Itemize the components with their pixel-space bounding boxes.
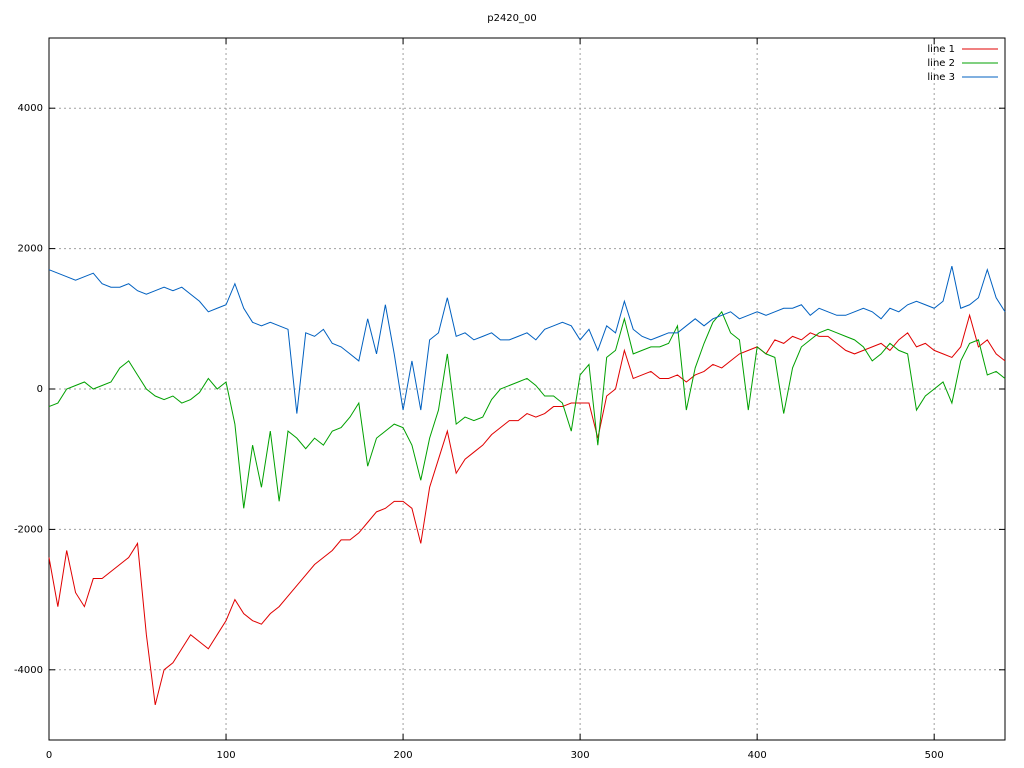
chart-title: p2420_00: [487, 13, 537, 24]
y-tick-label: -4000: [14, 665, 43, 676]
y-tick-label: 2000: [18, 244, 43, 255]
x-tick-label: 300: [571, 750, 590, 761]
x-tick-label: 400: [748, 750, 767, 761]
x-tick-label: 100: [216, 750, 235, 761]
y-tick-label: 0: [37, 384, 43, 395]
y-tick-label: -2000: [14, 524, 43, 535]
series-line: [48, 266, 1006, 414]
plot-frame: [48, 37, 1006, 741]
legend-label: line 3: [927, 72, 955, 83]
x-tick-label: 200: [394, 750, 413, 761]
y-tick-label: 4000: [18, 103, 43, 114]
legend-label: line 1: [927, 44, 955, 55]
series-line: [48, 313, 1006, 706]
series-line: [48, 310, 1006, 509]
x-tick-label: 0: [46, 750, 52, 761]
x-tick-label: 500: [925, 750, 944, 761]
legend-label: line 2: [927, 58, 955, 69]
